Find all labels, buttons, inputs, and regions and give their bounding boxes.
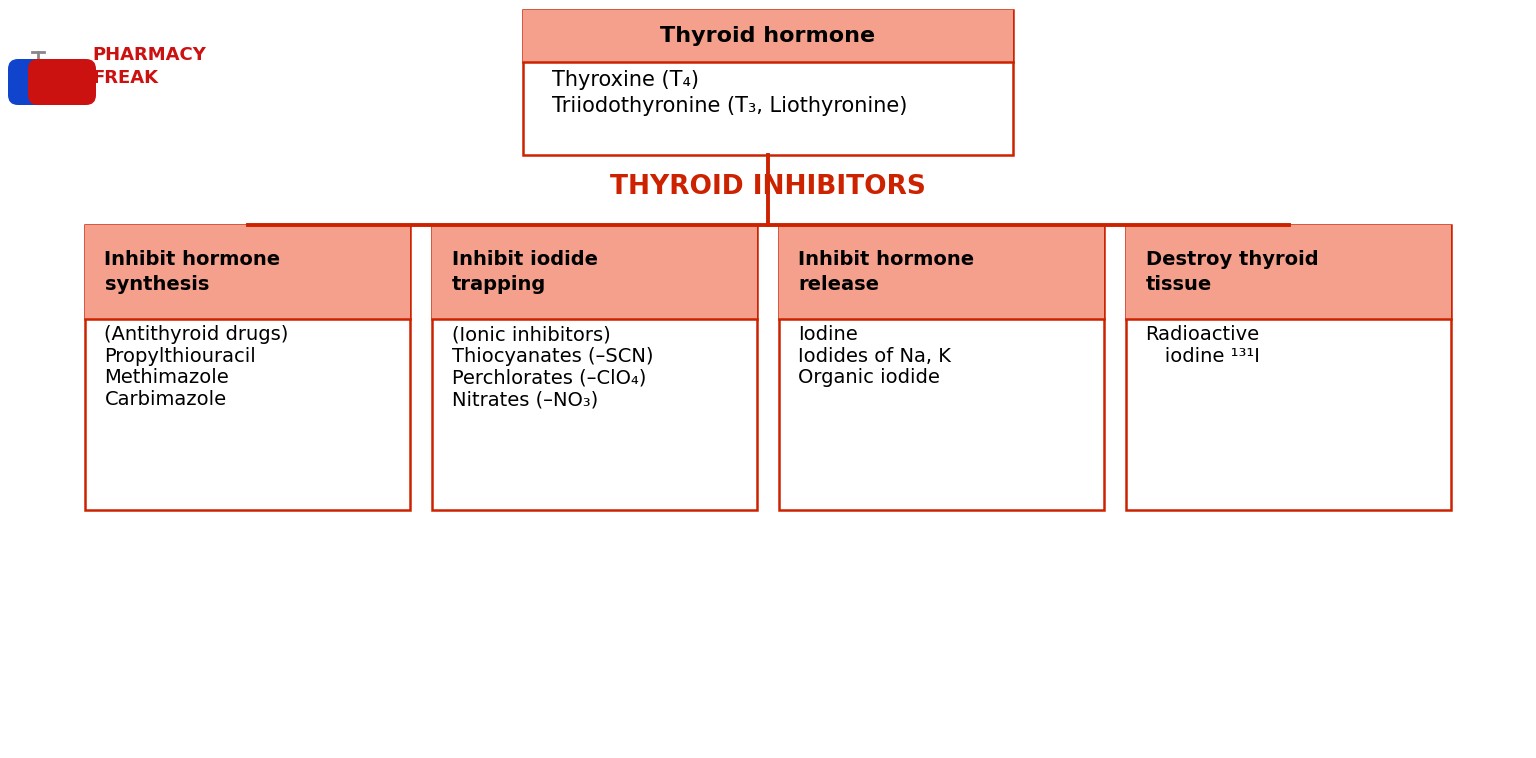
Text: Inhibit iodide
trapping: Inhibit iodide trapping bbox=[452, 250, 598, 293]
Text: Carbimazole: Carbimazole bbox=[104, 390, 227, 409]
FancyBboxPatch shape bbox=[8, 59, 75, 105]
Text: Thyroid hormone: Thyroid hormone bbox=[660, 26, 876, 46]
Text: (Antithyroid drugs): (Antithyroid drugs) bbox=[104, 325, 289, 344]
Text: FREAK: FREAK bbox=[92, 69, 158, 87]
Text: iodine ¹³¹I: iodine ¹³¹I bbox=[1146, 346, 1260, 366]
FancyBboxPatch shape bbox=[1126, 225, 1452, 319]
Text: Thyroxine (T₄): Thyroxine (T₄) bbox=[553, 70, 699, 90]
FancyBboxPatch shape bbox=[522, 10, 1014, 62]
FancyBboxPatch shape bbox=[522, 10, 1014, 155]
Text: Thiocyanates (–SCN): Thiocyanates (–SCN) bbox=[452, 346, 653, 366]
FancyBboxPatch shape bbox=[779, 225, 1104, 510]
FancyBboxPatch shape bbox=[432, 225, 757, 510]
FancyBboxPatch shape bbox=[84, 225, 410, 510]
Text: Organic iodide: Organic iodide bbox=[799, 368, 940, 387]
Text: Triiodothyronine (T₃, Liothyronine): Triiodothyronine (T₃, Liothyronine) bbox=[553, 96, 908, 116]
Text: THYROID INHIBITORS: THYROID INHIBITORS bbox=[610, 174, 926, 200]
Text: PHARMACY: PHARMACY bbox=[92, 46, 206, 64]
FancyBboxPatch shape bbox=[84, 225, 410, 319]
Text: (Ionic inhibitors): (Ionic inhibitors) bbox=[452, 325, 610, 344]
Text: Iodine: Iodine bbox=[799, 325, 859, 344]
FancyBboxPatch shape bbox=[432, 225, 757, 319]
Text: Nitrates (–NO₃): Nitrates (–NO₃) bbox=[452, 390, 598, 409]
FancyBboxPatch shape bbox=[779, 225, 1104, 319]
Text: Methimazole: Methimazole bbox=[104, 368, 229, 387]
Text: Perchlorates (–ClO₄): Perchlorates (–ClO₄) bbox=[452, 368, 645, 387]
Text: Inhibit hormone
release: Inhibit hormone release bbox=[799, 250, 975, 293]
FancyBboxPatch shape bbox=[1126, 225, 1452, 510]
Text: Inhibit hormone
synthesis: Inhibit hormone synthesis bbox=[104, 250, 281, 293]
Text: Propylthiouracil: Propylthiouracil bbox=[104, 346, 257, 366]
Text: Iodides of Na, K: Iodides of Na, K bbox=[799, 346, 951, 366]
Text: Radioactive: Radioactive bbox=[1146, 325, 1260, 344]
Text: Destroy thyroid
tissue: Destroy thyroid tissue bbox=[1146, 250, 1318, 293]
FancyBboxPatch shape bbox=[28, 59, 95, 105]
